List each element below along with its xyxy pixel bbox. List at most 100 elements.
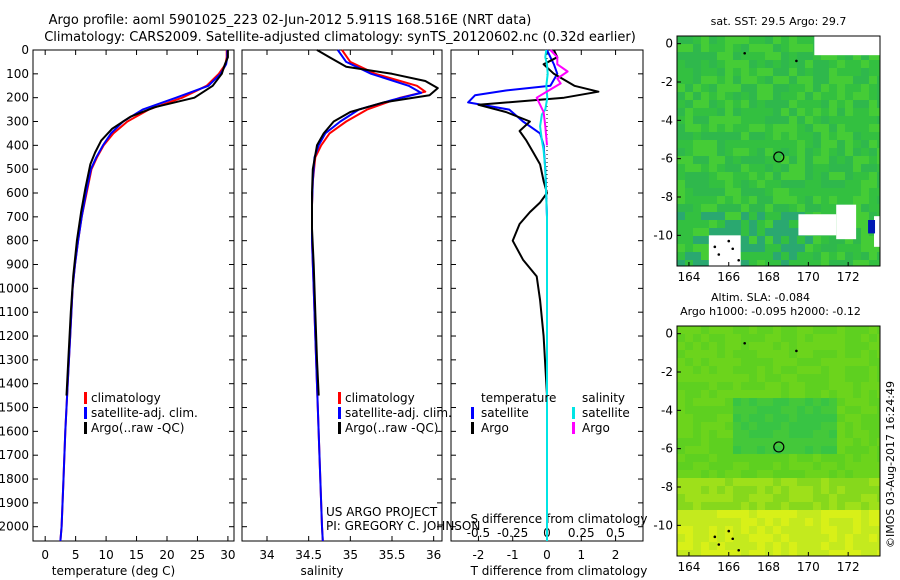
map-cell: [749, 68, 757, 76]
map-cell: [837, 156, 845, 164]
map-cell: [805, 406, 813, 414]
map-cell: [773, 494, 781, 502]
map-cell: [741, 454, 749, 462]
map-cell: [861, 446, 869, 454]
map-cell: [685, 494, 693, 502]
map-cell: [789, 478, 797, 486]
map-cell: [797, 550, 805, 556]
map-cell: [725, 76, 733, 84]
map-cell: [821, 252, 829, 260]
map-cell: [741, 478, 749, 486]
map-cell: [733, 36, 741, 44]
map-cell: [733, 140, 741, 148]
map-cell: [693, 454, 701, 462]
x-axis-label: temperature (deg C): [52, 564, 175, 578]
map-cell: [757, 342, 765, 350]
map-cell: [709, 204, 717, 212]
map-cell: [821, 260, 829, 266]
map-cell: [781, 374, 789, 382]
map-cell: [693, 148, 701, 156]
map-cell: [829, 470, 837, 478]
map-cell: [805, 486, 813, 494]
map-cell: [805, 172, 813, 180]
map-cell: [765, 92, 773, 100]
map-cell: [757, 550, 765, 556]
y-tick-label: 700: [6, 210, 29, 224]
map-cell: [749, 406, 757, 414]
map-cell: [685, 542, 693, 550]
map-cell: [813, 454, 821, 462]
map-cell: [829, 52, 837, 60]
map-cell: [877, 542, 880, 550]
map-cell: [805, 390, 813, 398]
map-cell: [853, 60, 861, 68]
island-dot: [795, 349, 798, 353]
map-cell: [837, 236, 845, 244]
map-cell: [701, 502, 709, 510]
map-cell: [749, 244, 757, 252]
map-cell: [877, 342, 880, 350]
map-cell: [813, 342, 821, 350]
map-cell: [861, 196, 869, 204]
map-cell: [789, 132, 797, 140]
map-cell: [869, 502, 877, 510]
map-cell: [773, 188, 781, 196]
map-cell: [701, 382, 709, 390]
map-cell: [749, 196, 757, 204]
map-cell: [797, 326, 805, 334]
map-cell: [789, 414, 797, 422]
map-cell: [813, 188, 821, 196]
map-cell: [845, 398, 853, 406]
map-cell: [757, 172, 765, 180]
map-cell: [869, 164, 877, 172]
map-cell: [861, 60, 869, 68]
map-cell: [685, 100, 693, 108]
y-tick-label: 1400: [0, 377, 29, 391]
map-cell: [805, 116, 813, 124]
map-cell: [733, 326, 741, 334]
map-cell: [741, 494, 749, 502]
map-cell: [693, 518, 701, 526]
map-cell: [869, 84, 877, 92]
map-cell: [677, 454, 685, 462]
map-cell: [757, 196, 765, 204]
map-cell: [869, 180, 877, 188]
map-cell: [869, 76, 877, 84]
y-tick-label: 300: [6, 115, 29, 129]
map-cell: [709, 350, 717, 358]
map-cell: [813, 550, 821, 556]
y-tick-label: 400: [6, 138, 29, 152]
map-cell: [773, 334, 781, 342]
map-cell: [757, 406, 765, 414]
map-cell: [677, 534, 685, 542]
map-cell: [853, 220, 861, 228]
map-cell: [709, 414, 717, 422]
map-cell: [781, 236, 789, 244]
map-cell: [741, 68, 749, 76]
map-cell: [773, 462, 781, 470]
map-subtitle: Argo h1000: -0.095 h2000: -0.12: [680, 305, 861, 318]
x-tick-label: 35.5: [379, 548, 406, 562]
map-cell: [797, 534, 805, 542]
map-cell: [749, 124, 757, 132]
map-cell: [877, 108, 880, 116]
map-cell: [773, 52, 781, 60]
map-cell: [845, 390, 853, 398]
x2-tick-label: 0.25: [568, 526, 595, 540]
legend-t-sat-label: satellite: [481, 406, 529, 420]
map-cell: [829, 116, 837, 124]
map-cell: [789, 164, 797, 172]
map-cell: [861, 350, 869, 358]
map-cell: [677, 422, 685, 430]
map-cell: [717, 124, 725, 132]
map-cell: [853, 502, 861, 510]
map-cell: [805, 204, 813, 212]
map-cell: [725, 204, 733, 212]
map-cell: [749, 140, 757, 148]
map-cell: [853, 100, 861, 108]
map-cell: [749, 454, 757, 462]
map-cell: [773, 156, 781, 164]
map-cell: [677, 84, 685, 92]
map-cell: [837, 382, 845, 390]
map-cell: [741, 510, 749, 518]
